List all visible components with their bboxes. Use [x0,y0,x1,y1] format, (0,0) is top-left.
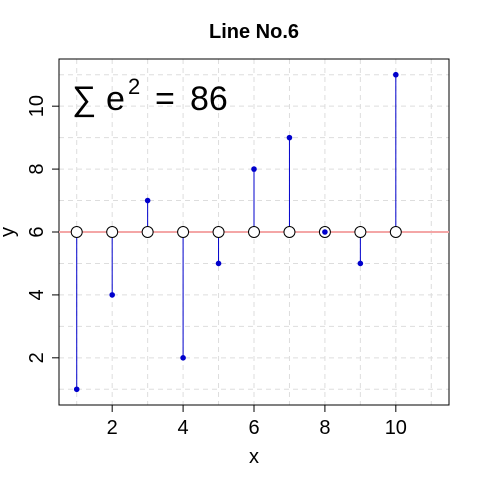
fitted-point-marker [70,226,83,238]
x-tick-label: 6 [248,417,259,439]
data-point [251,166,257,172]
data-point [286,134,293,141]
y-axis-label: y [0,227,19,237]
fitted-point-marker [212,226,225,238]
fitted-point-marker [141,226,154,238]
data-point [109,292,115,298]
point-layer [70,71,402,393]
annotation-value: 86 [190,80,228,118]
annotation-sigma: ∑ [72,80,96,118]
fitted-point-marker [177,226,190,238]
data-point [215,260,222,267]
data-point [180,355,186,361]
x-tick-label: 2 [107,417,118,439]
data-point [393,71,399,78]
annotation-base: e [106,80,125,118]
x-tick-label: 4 [178,417,189,439]
data-point [144,197,151,204]
x-axis-ticks: 2 4 6 8 10 [107,405,407,439]
fitted-point-marker [106,226,119,238]
chart-title: Line No.6 [209,21,299,43]
y-tick-label: 10 [26,95,48,117]
y-tick-label: 4 [26,289,48,300]
y-axis-ticks: 2 4 6 8 10 [26,95,59,363]
fitted-point-marker [354,226,367,238]
x-tick-label: 8 [319,417,330,439]
sse-annotation: ∑ e 2 = 86 [72,74,228,118]
fitted-point-marker [248,226,260,238]
annotation-exponent: 2 [128,74,140,99]
data-point [357,260,364,267]
data-point [322,229,328,235]
y-tick-label: 8 [26,164,48,175]
fitted-point-marker [389,226,402,238]
x-tick-label: 10 [385,417,407,439]
data-point [73,386,80,393]
fitted-point-marker [283,226,296,238]
annotation-equals: = [155,80,175,118]
y-tick-label: 2 [26,352,48,363]
y-tick-label: 6 [26,226,48,237]
x-axis-label: x [249,446,259,468]
